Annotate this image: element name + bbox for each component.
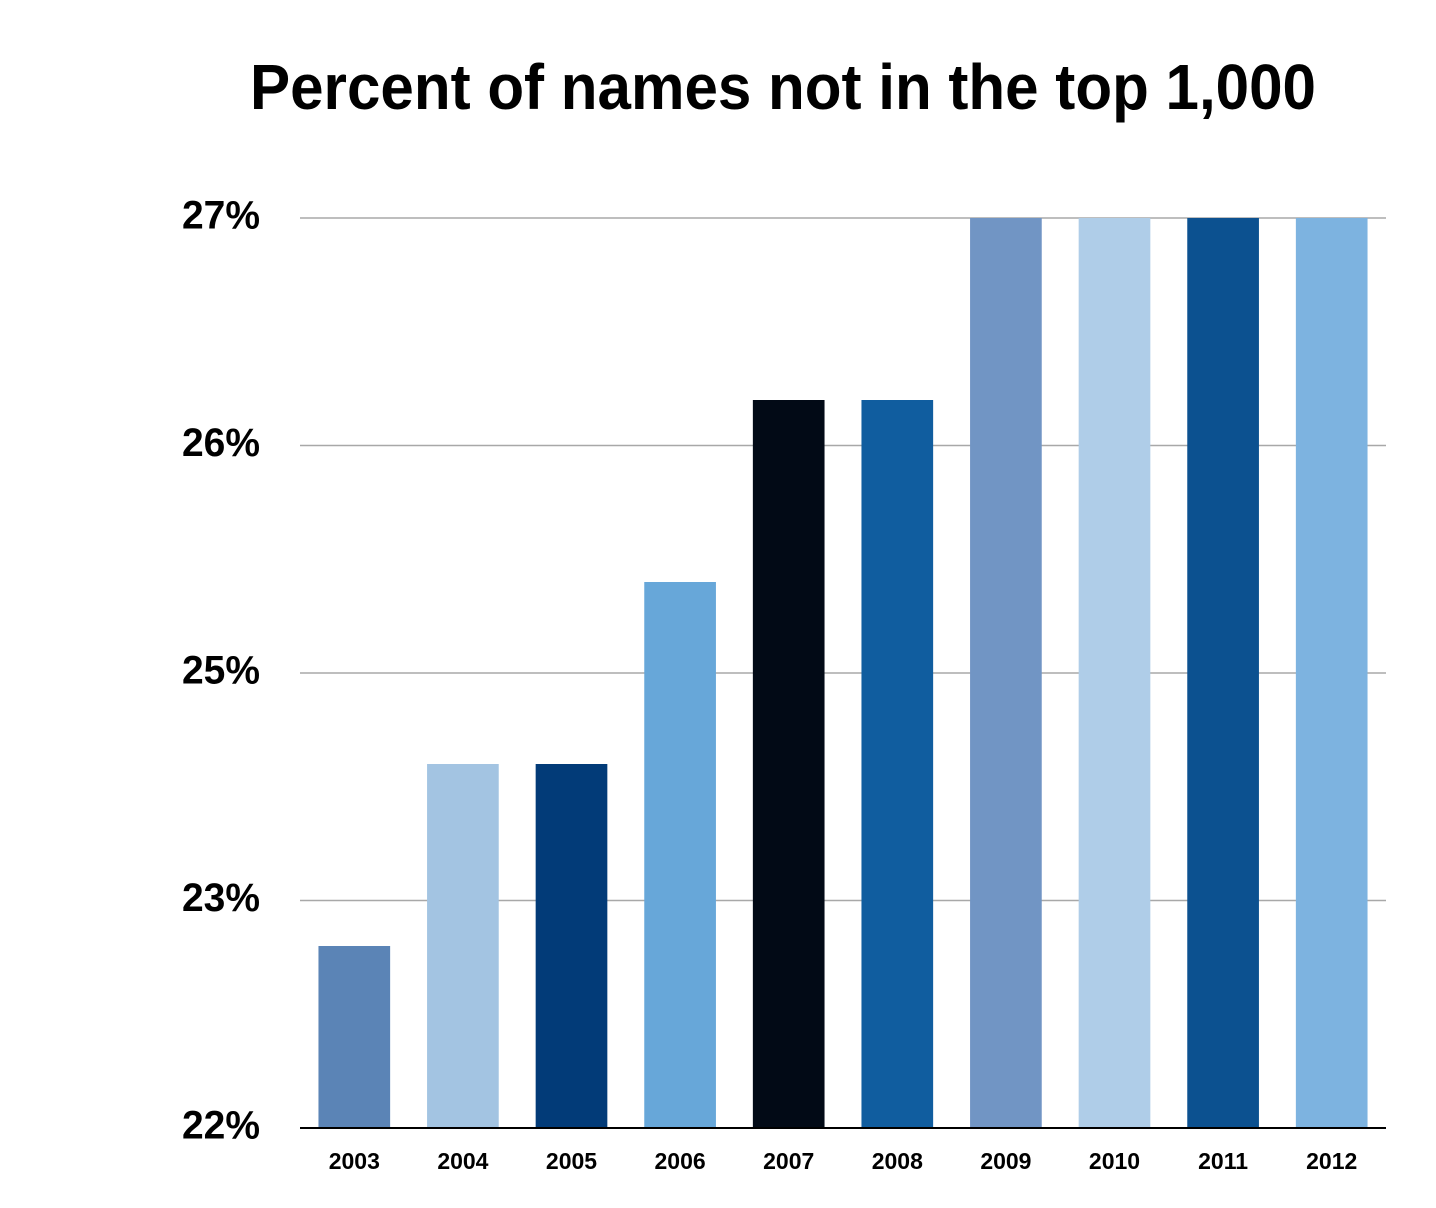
bar xyxy=(427,764,499,1128)
y-tick-label: 23% xyxy=(182,876,260,920)
y-tick-label: 27% xyxy=(182,194,260,238)
x-tick-label: 2007 xyxy=(763,1148,814,1174)
x-tick-label: 2004 xyxy=(437,1148,488,1174)
x-tick-label: 2006 xyxy=(655,1148,706,1174)
bar xyxy=(535,764,608,1128)
bar xyxy=(318,946,391,1128)
bar xyxy=(861,400,934,1128)
y-tick-label: 25% xyxy=(182,649,260,693)
y-tick-label: 26% xyxy=(182,421,260,465)
y-tick-label: 22% xyxy=(182,1104,260,1148)
x-tick-label: 2008 xyxy=(872,1148,923,1174)
bar xyxy=(644,582,716,1128)
bar xyxy=(1187,218,1259,1128)
x-tick-label: 2003 xyxy=(329,1148,380,1174)
bar xyxy=(752,400,825,1128)
x-tick-label: 2005 xyxy=(546,1148,597,1174)
bar xyxy=(1295,218,1368,1128)
bar xyxy=(970,218,1042,1128)
bar xyxy=(1078,218,1151,1128)
x-tick-label: 2010 xyxy=(1089,1148,1140,1174)
x-tick-label: 2009 xyxy=(980,1148,1031,1174)
chart-title: Percent of names not in the top 1,000 xyxy=(250,51,1316,123)
x-tick-label: 2012 xyxy=(1306,1148,1357,1174)
x-tick-label: 2011 xyxy=(1198,1148,1248,1174)
